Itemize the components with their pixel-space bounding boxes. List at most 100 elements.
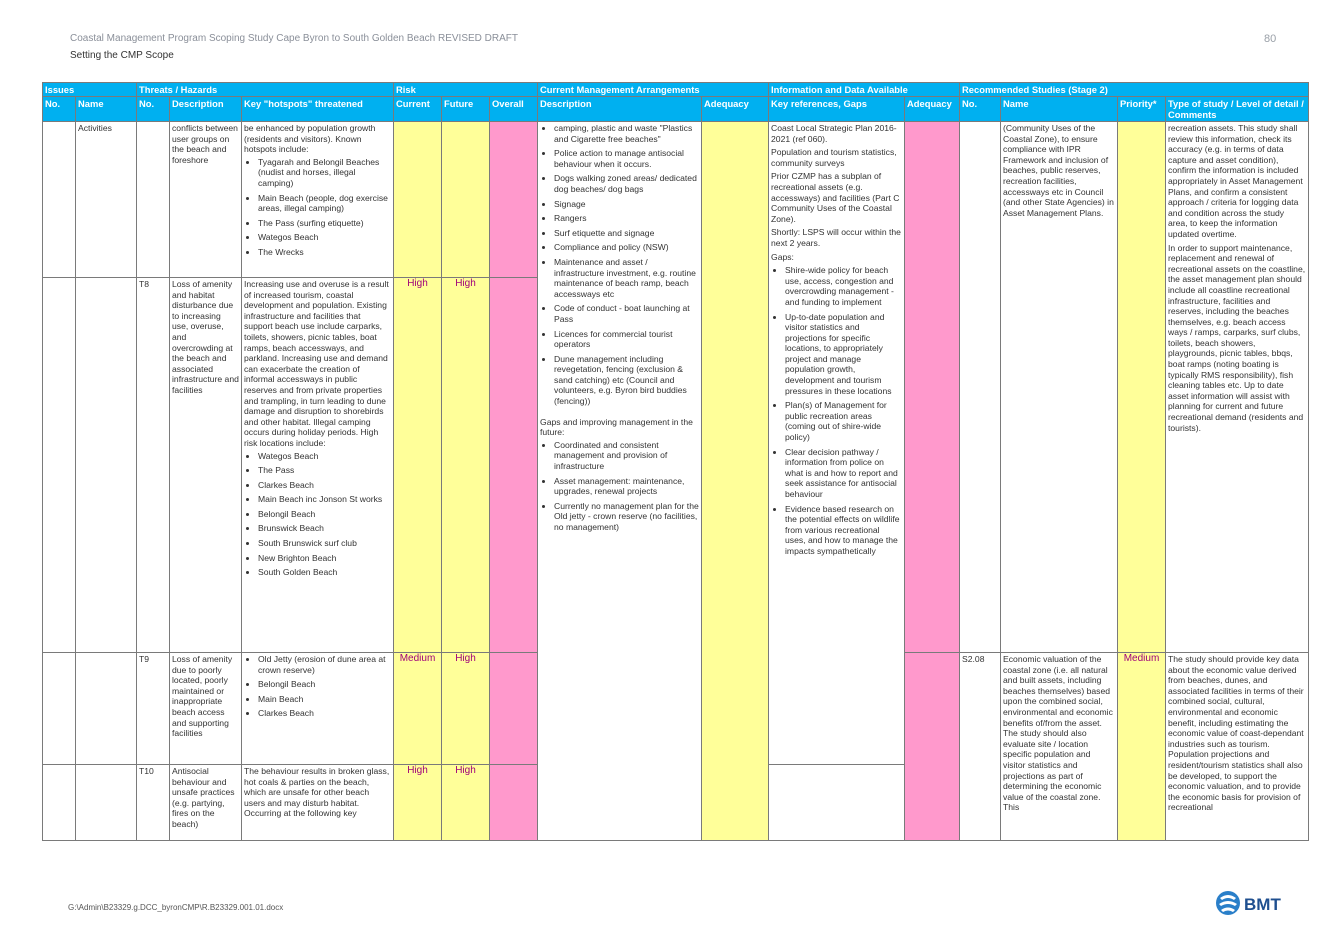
column-header: Name: [1000, 96, 1119, 122]
risk-overall-cell: [488, 121, 539, 278]
column-header: Key "hotspots" threatened: [241, 96, 394, 122]
risk-future-cell: High: [441, 764, 490, 841]
list-item: Clarkes Beach: [258, 708, 391, 719]
risk-future-cell: [441, 121, 490, 278]
information-adequacy-cell: [904, 121, 961, 653]
list-item: Maintenance and asset / infrastructure i…: [554, 257, 699, 299]
threat-desc-cell: conflicts between user groups on the bea…: [169, 121, 242, 278]
info-paragraph: Coast Local Strategic Plan 2016-2021 (re…: [771, 123, 897, 144]
risk-current-cell: High: [393, 277, 442, 653]
issue-no-cell: [42, 764, 76, 841]
list-item: South Brunswick surf club: [258, 538, 391, 549]
study-comments-cell: recreation assets. This study shall revi…: [1165, 121, 1310, 653]
list-item: Old Jetty (erosion of dune area at crown…: [258, 654, 391, 675]
hotspots-cell: Increasing use and overuse is a result o…: [241, 277, 394, 653]
list-item: Code of conduct - boat launching at Pass: [554, 303, 699, 324]
risk-future-cell: High: [441, 652, 490, 765]
info-gaps-label: Gaps:: [771, 251, 794, 262]
column-header: Key references, Gaps: [768, 96, 906, 122]
management-description-cell: camping, plastic and waste "Plastics and…: [537, 121, 703, 841]
hotspots-cell: Old Jetty (erosion of dune area at crown…: [241, 652, 394, 765]
threat-desc-cell: Loss of amenity and habitat disturbance …: [169, 277, 242, 653]
hotspots-list: Wategos Beach The Pass Clarkes Beach Mai…: [244, 451, 391, 578]
risk-current-cell: [393, 121, 442, 278]
list-item: Currently no management plan for the Old…: [554, 501, 699, 533]
column-header-row: No. Name No. Description Key "hotspots" …: [42, 96, 1310, 122]
list-item: Rangers: [554, 213, 699, 224]
list-item: Main Beach (people, dog exercise areas, …: [258, 193, 391, 214]
column-header: No.: [959, 96, 1002, 122]
list-item: Belongil Beach: [258, 509, 391, 520]
list-item: Evidence based research on the potential…: [785, 504, 902, 557]
list-item: Brunswick Beach: [258, 523, 391, 534]
hotspots-list: Old Jetty (erosion of dune area at crown…: [244, 654, 391, 719]
issue-no-cell: [42, 652, 76, 765]
column-header: Description: [169, 96, 242, 122]
scope-table: Issues Threats / Hazards Risk Current Ma…: [42, 82, 1310, 841]
list-item: Surf etiquette and signage: [554, 228, 699, 239]
column-header: No.: [42, 96, 76, 122]
column-header: Type of study / Level of detail / Commen…: [1165, 96, 1310, 122]
study-no-cell: S2.08: [959, 652, 1002, 841]
hotspots-cell: The behaviour results in broken glass, h…: [241, 764, 394, 841]
hotspots-intro: Increasing use and overuse is a result o…: [244, 279, 389, 448]
section-title: Setting the CMP Scope: [70, 50, 174, 61]
list-item: New Brighton Beach: [258, 553, 391, 564]
list-item: Tyagarah and Belongil Beaches (nudist an…: [258, 157, 391, 189]
list-item: Dogs walking zoned areas/ dedicated dog …: [554, 173, 699, 194]
threat-no-cell: T8: [136, 277, 170, 653]
column-header: Overall: [488, 96, 539, 122]
group-header: Current Management Arrangements: [537, 82, 770, 97]
information-adequacy-cell: [904, 652, 961, 841]
group-header: Issues: [42, 82, 137, 97]
risk-future-cell: High: [441, 277, 490, 653]
study-no-cell: [959, 121, 1002, 653]
group-header: Threats / Hazards: [136, 82, 394, 97]
list-item: Police action to manage antisocial behav…: [554, 148, 699, 169]
hotspots-cell: be enhanced by population growth (reside…: [241, 121, 394, 278]
table-row: T10 Antisocial behaviour and unsafe prac…: [42, 764, 1309, 841]
list-item: South Golden Beach: [258, 567, 391, 578]
list-item: Up-to-date population and visitor statis…: [785, 312, 902, 397]
information-cell: [768, 764, 906, 841]
info-gaps-list: Shire-wide policy for beach use, access,…: [771, 265, 902, 556]
management-gaps-label: Gaps and improving management in the fut…: [540, 416, 693, 438]
risk-current-cell: Medium: [393, 652, 442, 765]
list-item: Clarkes Beach: [258, 480, 391, 491]
list-item: Shire-wide policy for beach use, access,…: [785, 265, 902, 307]
list-item: Asset management: maintenance, upgrades,…: [554, 476, 699, 497]
table-row: T9 Loss of amenity due to poorly located…: [42, 652, 1310, 841]
group-header: Information and Data Available: [768, 82, 961, 97]
risk-overall-cell: [488, 277, 539, 653]
risk-current-cell: High: [393, 764, 442, 841]
threat-no-cell: [136, 121, 170, 278]
issue-name-cell: [75, 764, 137, 841]
study-comment-paragraph: recreation assets. This study shall revi…: [1168, 123, 1303, 239]
issue-no-cell: [42, 277, 76, 653]
list-item: The Pass: [258, 465, 391, 476]
issue-name-cell: [75, 652, 137, 765]
info-paragraph: Prior CZMP has a subplan of recreational…: [771, 171, 900, 224]
group-header-row: Issues Threats / Hazards Risk Current Ma…: [42, 82, 1310, 97]
issue-name-cell: Activities: [75, 121, 137, 278]
group-header: Recommended Studies (Stage 2): [959, 82, 1310, 97]
issue-name-cell: [75, 277, 137, 653]
hotspots-intro: The behaviour results in broken glass, h…: [244, 766, 390, 808]
list-item: camping, plastic and waste "Plastics and…: [554, 123, 699, 144]
study-priority-cell: [1117, 121, 1167, 653]
column-header: Name: [75, 96, 137, 122]
hotspots-list: Tyagarah and Belongil Beaches (nudist an…: [244, 157, 391, 258]
list-item: Main Beach: [258, 694, 391, 705]
column-header: Future: [441, 96, 490, 122]
risk-overall-cell: [488, 764, 539, 841]
list-item: Coordinated and consistent management an…: [554, 440, 699, 472]
logo-text: BMT: [1244, 895, 1281, 914]
info-paragraph: Shortly: LSPS will occur within the next…: [771, 227, 901, 248]
study-priority-cell: Medium: [1117, 652, 1167, 841]
list-item: Licences for commercial tourist operator…: [554, 329, 699, 350]
management-list: camping, plastic and waste "Plastics and…: [540, 123, 699, 407]
footer-file-path: G:\Admin\B23329.g.DCC_byronCMP\R.B23329.…: [68, 903, 284, 912]
list-item: Clear decision pathway / information fro…: [785, 447, 902, 500]
risk-overall-cell: [488, 652, 539, 765]
column-header: Priority*: [1117, 96, 1167, 122]
